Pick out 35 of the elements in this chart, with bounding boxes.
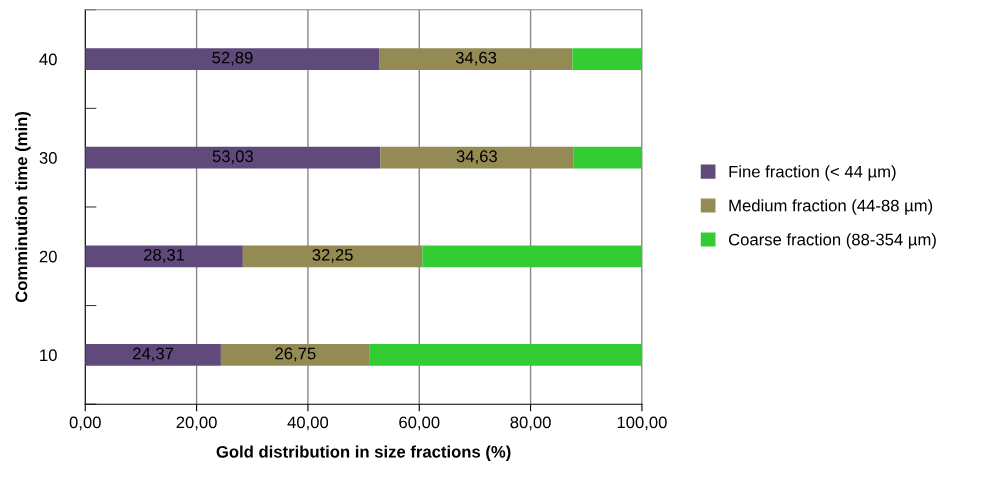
x-tick-label: 40,00	[287, 416, 329, 431]
legend-label: Medium fraction (44-88 µm)	[729, 199, 933, 215]
bar	[85, 146, 381, 169]
data-label: 32,25	[312, 248, 353, 263]
x-tick-label: 60,00	[399, 416, 440, 431]
y-axis-title: Comminution time (min)	[15, 111, 31, 303]
data-label: 28,31	[144, 248, 185, 263]
legend-label: Fine fraction (< 44 µm)	[729, 165, 896, 181]
bar	[242, 245, 423, 268]
bar	[369, 344, 642, 366]
y-tick-label: 20	[39, 250, 57, 263]
bar	[85, 344, 221, 366]
legend-label: Coarse fraction (88-354 µm)	[728, 233, 936, 249]
bar	[572, 48, 642, 70]
x-axis-title: Gold distribution in size fractions (%)	[216, 445, 511, 461]
x-tick-label: 0,00	[69, 416, 101, 431]
y-tick-label: 40	[39, 53, 57, 66]
data-label: 26,75	[275, 347, 316, 362]
bar	[422, 245, 642, 268]
bar	[85, 245, 243, 268]
bar	[220, 344, 370, 366]
bar	[379, 48, 573, 70]
data-label: 34,63	[455, 51, 497, 66]
bar	[85, 48, 380, 70]
x-tick-label: 100,00	[617, 416, 667, 431]
y-tick-label: 30	[39, 152, 57, 164]
bar	[573, 146, 642, 169]
data-label: 34,63	[456, 150, 497, 165]
x-tick-label: 80,00	[510, 416, 551, 431]
data-label: 53,03	[212, 150, 253, 165]
x-tick-label: 20,00	[176, 416, 217, 431]
data-label: 24,37	[133, 347, 174, 362]
y-tick-label: 10	[40, 349, 57, 362]
data-label: 52,89	[212, 51, 253, 66]
bar	[380, 146, 574, 169]
